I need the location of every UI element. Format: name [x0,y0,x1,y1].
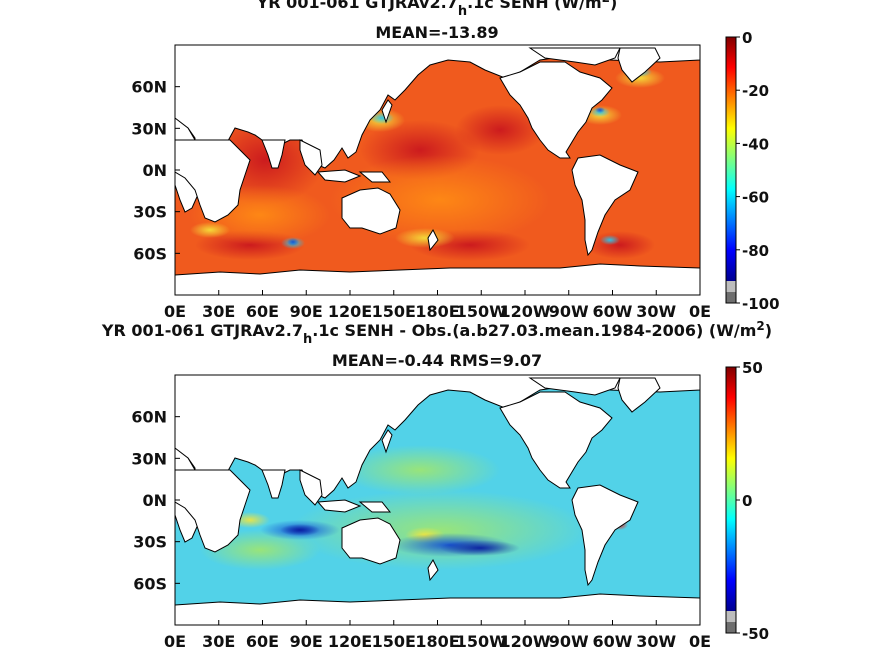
x-tick-label: 90W [549,632,589,651]
title-text: YR 001-061 GTJRAv2.7 [101,321,303,340]
colorbar: 0 -20 -40 -60 -80 -100 [725,29,780,313]
x-tick-label: 60E [246,632,279,651]
chart-title: YR 001-061 GTJRAv2.7h.1c SENH (W/m2) [256,0,618,19]
title-text-suffix: .1c SENH - Obs.(a.b27.03.mean.1984-2006)… [312,321,756,340]
chart-title: YR 001-061 GTJRAv2.7h.1c SENH - Obs.(a.b… [101,319,772,347]
x-tick-label: 150E [372,302,416,321]
x-tick-label: 150W [456,302,507,321]
x-tick-label: 90E [290,302,323,321]
y-tick-label: 60S [133,244,167,263]
x-tick-label: 60W [593,302,633,321]
x-tick-label: 150W [456,632,507,651]
field-anomaly [340,445,500,495]
x-tick-label: 0E [689,632,711,651]
chart-subtitle: MEAN=-0.44 RMS=9.07 [332,351,542,370]
title-subscript: h [458,4,467,19]
field-anomaly [287,238,299,246]
x-tick-label: 150E [372,632,416,651]
x-tick-label: 120E [328,632,372,651]
colorbar-tick-label: -100 [742,295,780,313]
colorbar-tick-label: -20 [742,82,769,100]
field-anomaly [280,524,320,536]
map-area [175,45,700,295]
map-area [175,375,700,625]
y-tick-label: 30N [131,449,167,468]
y-tick-label: 30S [133,203,167,222]
chart-panel-2: YR 001-061 GTJRAv2.7h.1c SENH - Obs.(a.b… [101,319,772,651]
x-tick-label: 180E [415,302,459,321]
colorbar-tick-label: -40 [742,135,769,153]
y-tick-label: 30S [133,533,167,552]
title-text: YR 001-061 GTJRAv2.7 [256,0,458,12]
field-anomaly [190,222,230,238]
y-tick-label: 0N [142,491,167,510]
colorbar-below-range-2 [726,622,736,633]
field-anomaly [395,228,455,248]
colorbar-gradient [726,37,736,281]
title-text-suffix: .1c SENH (W/m [467,0,602,12]
colorbar-tick-label: -50 [742,625,769,643]
x-tick-label: 120E [328,302,372,321]
x-tick-label: 180E [415,632,459,651]
colorbar-below-range-2 [726,292,736,303]
x-tick-label: 90W [549,302,589,321]
colorbar: 50 0 -50 [725,359,769,643]
y-tick-label: 60S [133,574,167,593]
y-tick-label: 30N [131,119,167,138]
colorbar-tick-label: 0 [742,492,752,510]
x-tick-label: 0E [164,632,186,651]
x-tick-label: 30E [202,302,235,321]
title-superscript: 2 [602,0,610,5]
x-tick-label: 120W [499,302,550,321]
colorbar-below-range-1 [726,611,736,622]
y-tick-label: 60N [131,78,167,97]
x-tick-label: 0E [164,302,186,321]
colorbar-tick-label: -80 [742,242,769,260]
colorbar-frame [725,36,737,304]
colorbar-tick-label: -60 [742,189,769,207]
x-tick-label: 60E [246,302,279,321]
x-tick-label: 0E [689,302,711,321]
x-tick-label: 120W [499,632,550,651]
x-tick-label: 30W [636,632,676,651]
colorbar-below-range-1 [726,281,736,292]
title-close: ) [610,0,617,12]
field-anomaly [440,540,520,556]
title-close: ) [765,321,772,340]
x-tick-label: 90E [290,632,323,651]
colorbar-tick-label: 0 [742,29,752,47]
y-tick-label: 0N [142,161,167,180]
field-anomaly [455,105,545,155]
field-anomaly [595,107,605,113]
colorbar-gradient [726,367,736,611]
x-tick-label: 60W [593,632,633,651]
title-superscript: 2 [756,319,764,333]
field-anomaly [600,235,620,245]
y-tick-label: 60N [131,408,167,427]
title-subscript: h [303,332,312,347]
chart-panel-1: YR 001-061 GTJRAv2.7h.1c SENH (W/m2) MEAN… [131,0,779,321]
chart-subtitle: MEAN=-13.89 [375,23,498,42]
colorbar-tick-label: 50 [742,359,763,377]
x-tick-label: 30W [636,302,676,321]
x-tick-label: 30E [202,632,235,651]
